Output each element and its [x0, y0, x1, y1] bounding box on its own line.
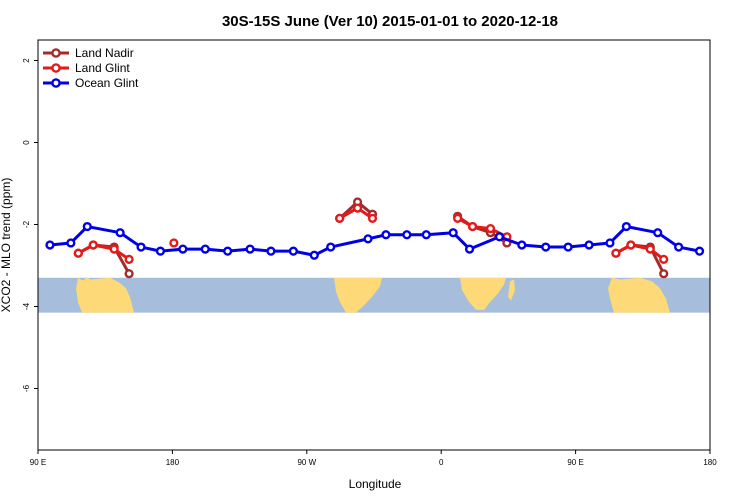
data-point-1-3-2	[485, 224, 496, 234]
data-point-0-3-3	[659, 269, 669, 279]
data-point-1-0-1	[88, 240, 98, 250]
plot-area	[37, 39, 711, 451]
data-point-2-0-0	[45, 240, 55, 250]
data-point-1-1-0	[169, 238, 179, 248]
y-tick-label-2: -2	[22, 220, 31, 228]
data-point-1-4-1	[626, 240, 636, 250]
land-mass-1	[608, 277, 670, 313]
data-point-2-0-8	[223, 246, 233, 256]
data-point-2-0-4	[136, 242, 146, 252]
data-point-2-0-12	[309, 250, 319, 260]
data-point-1-4-3	[659, 254, 669, 264]
data-point-2-0-24	[584, 240, 594, 250]
x-tick-label-4: 90 E	[567, 458, 583, 467]
data-point-1-2-2	[367, 213, 378, 223]
legend-marker-1	[51, 63, 61, 73]
chart-title: 30S-15S June (Ver 10) 2015-01-01 to 2020…	[222, 13, 558, 30]
data-point-2-0-10	[266, 246, 276, 256]
legend-marker-0	[51, 48, 61, 58]
data-point-2-0-9	[245, 244, 255, 254]
data-point-2-0-20	[494, 232, 505, 242]
series-ocean-glint	[45, 221, 705, 260]
y-axis: 2 0 -2 -4 -6	[22, 58, 38, 392]
y-axis-label: XCO2 - MLO trend (ppm)	[0, 178, 13, 313]
data-point-1-3-0	[453, 213, 463, 223]
y-tick-label-4: -6	[22, 384, 31, 392]
x-tick-label-2: 90 W	[297, 458, 316, 467]
y-tick-label-3: -4	[22, 302, 31, 310]
y-tick-label-0: 2	[22, 58, 31, 63]
data-point-2-0-28	[674, 242, 684, 252]
legend-marker-2	[51, 78, 61, 88]
data-point-1-0-0	[73, 248, 83, 258]
legend-item-0: Land Nadir	[43, 46, 134, 60]
legend-label-1: Land Glint	[75, 61, 130, 75]
data-point-1-3-1	[467, 221, 478, 232]
data-point-2-0-1	[66, 238, 76, 248]
data-point-2-0-5	[155, 246, 166, 256]
series-line-2-0	[49, 225, 700, 257]
x-tick-label-1: 180	[166, 458, 180, 467]
data-point-1-4-0	[611, 248, 621, 258]
land-mass-3	[460, 277, 506, 310]
data-point-2-0-3	[115, 228, 125, 238]
data-point-2-0-11	[288, 246, 298, 256]
data-point-2-0-23	[563, 242, 573, 252]
data-point-2-0-22	[541, 242, 551, 252]
data-point-2-0-29	[694, 246, 705, 256]
y-tick-label-1: 0	[22, 140, 31, 145]
x-axis-label: Longitude	[349, 477, 402, 491]
x-axis: 90 E 180 90 W 0 90 E 180	[30, 450, 717, 467]
data-point-0-0-3	[124, 269, 134, 279]
series-layer	[45, 197, 705, 279]
data-point-2-0-7	[200, 244, 210, 254]
legend-label-2: Ocean Glint	[75, 76, 139, 90]
legend-item-1: Land Glint	[43, 61, 130, 75]
data-point-1-4-2	[645, 244, 655, 254]
data-point-2-0-14	[363, 234, 373, 244]
data-point-2-0-2	[82, 221, 92, 232]
data-point-2-0-16	[402, 230, 412, 240]
series-line-1-4	[615, 243, 665, 261]
land-mass-2	[334, 277, 382, 313]
data-point-1-0-2	[109, 244, 119, 254]
data-point-2-0-18	[448, 228, 458, 238]
data-point-2-0-25	[605, 238, 615, 248]
legend-label-0: Land Nadir	[75, 46, 134, 60]
land-mass-4	[508, 279, 515, 301]
data-point-1-2-1	[352, 203, 363, 213]
land-mass-0	[76, 277, 134, 313]
data-point-2-0-26	[621, 221, 631, 232]
x-tick-label-0: 90 E	[30, 458, 46, 467]
data-point-2-0-13	[326, 242, 336, 252]
legend-item-2: Ocean Glint	[43, 76, 139, 90]
series-line-1-0	[77, 243, 130, 261]
data-point-2-0-15	[381, 230, 391, 240]
data-point-2-0-19	[464, 244, 475, 254]
series-land-glint	[73, 203, 669, 264]
data-point-2-0-6	[178, 244, 188, 254]
x-tick-label-3: 0	[439, 458, 444, 467]
data-point-1-2-0	[335, 213, 345, 223]
data-point-2-0-27	[653, 228, 663, 238]
map-band	[38, 277, 710, 313]
data-point-2-0-17	[421, 230, 431, 240]
data-point-2-0-21	[517, 240, 527, 250]
data-point-1-0-3	[124, 254, 134, 264]
x-tick-label-5: 180	[703, 458, 717, 467]
